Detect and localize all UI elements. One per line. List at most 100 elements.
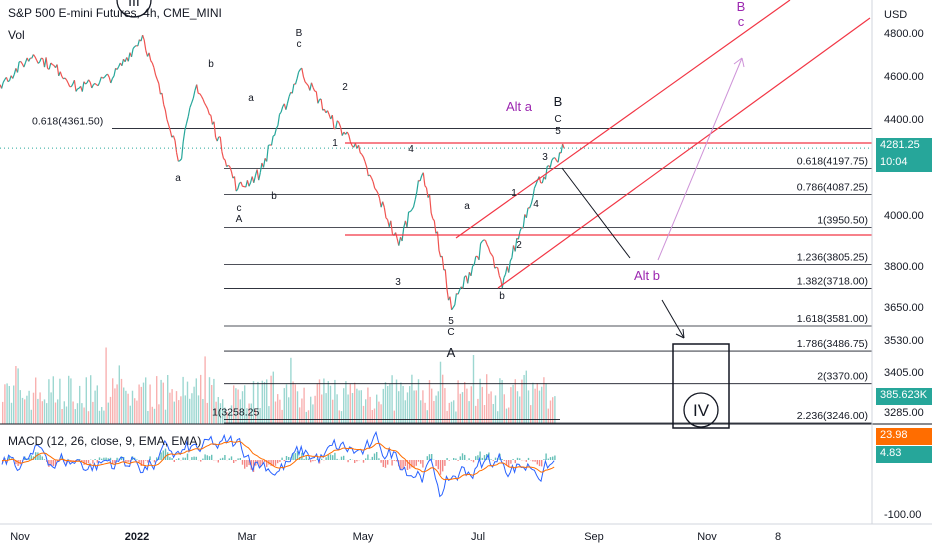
wave-label: A: [236, 214, 243, 225]
macd-histogram-bar: [372, 457, 373, 460]
price-segment: [487, 245, 489, 248]
macd-histogram-bar: [202, 459, 203, 460]
macd-histogram-bar: [312, 460, 313, 461]
volume-bar: [9, 386, 10, 424]
volume-bar: [174, 402, 175, 424]
wave-label: 4: [533, 199, 539, 210]
macd-histogram-bar: [308, 459, 309, 461]
wave-label: IV: [693, 401, 710, 420]
macd-histogram-bar: [550, 457, 551, 460]
volume-bar: [57, 399, 58, 424]
volume-bar: [189, 399, 190, 424]
macd-histogram-bar: [435, 460, 436, 466]
macd-histogram-bar: [402, 460, 403, 469]
y-tick-label: 3405.00: [884, 367, 924, 379]
volume-bar: [101, 407, 102, 424]
fib-levels: 0.618(4361.50)0.618(4197.75)0.786(4087.2…: [32, 115, 872, 423]
macd-histogram-bar: [532, 460, 533, 462]
channel-upper-line: [456, 0, 790, 238]
macd-histogram-bar: [240, 458, 241, 460]
volume-bar: [4, 384, 5, 424]
macd-histogram-bar: [416, 460, 417, 466]
macd-histogram-bar: [420, 460, 421, 464]
macd-histogram-bar: [99, 457, 100, 460]
macd-histogram-bar: [112, 460, 113, 464]
macd-histogram-bar: [405, 460, 406, 466]
volume-label[interactable]: Vol: [8, 28, 25, 42]
price-segment: [260, 163, 262, 173]
volume-bar: [266, 379, 267, 424]
volume-bar: [75, 409, 76, 424]
price-segment: [509, 261, 511, 273]
price-segment: [492, 255, 494, 257]
volume-bar: [2, 402, 3, 424]
fib-level-label: 2.236(3246.00): [797, 410, 868, 422]
wave-label: 4: [408, 144, 414, 155]
price-segment: [6, 77, 8, 81]
macd-histogram-bar: [539, 460, 540, 466]
volume-bar: [290, 358, 291, 424]
volume-bar: [138, 385, 139, 425]
macd-histogram-bar: [444, 460, 445, 466]
macd-histogram-bar: [275, 460, 276, 466]
volume-bar: [424, 403, 425, 424]
volume-bar: [339, 410, 340, 424]
macd-histogram-bar: [429, 454, 430, 460]
volume-bar: [501, 380, 502, 424]
price-segment: [399, 237, 401, 246]
macd-histogram-bar: [288, 457, 289, 460]
x-tick-label: 2022: [125, 531, 149, 543]
price-segment: [414, 200, 416, 207]
macd-histogram-bar: [279, 460, 280, 462]
y-tick-label: 3285.00: [884, 407, 924, 419]
macd-histogram-bar: [303, 459, 304, 460]
arrow-to-target: [662, 300, 684, 338]
macd-histogram-bar: [453, 458, 454, 460]
macd-histogram-bar: [182, 458, 183, 461]
price-segment: [305, 82, 307, 84]
price-segment: [182, 142, 184, 159]
macd-histogram-bar: [321, 459, 322, 460]
price-segment: [463, 277, 465, 289]
volume-bar: [145, 377, 146, 424]
price-segment: [415, 192, 417, 200]
macd-histogram-bar: [187, 454, 188, 460]
price-segment: [321, 99, 323, 110]
price-segment: [165, 110, 167, 119]
price-segment: [558, 153, 560, 163]
volume-bar: [429, 380, 430, 424]
price-segment: [272, 136, 274, 145]
volume-bar: [88, 411, 89, 424]
volume-bar: [418, 379, 419, 424]
macd-label[interactable]: MACD (12, 26, close, 9, EMA, EMA): [8, 434, 201, 448]
macd-histogram-bar: [473, 460, 474, 462]
volume-bar: [413, 391, 414, 425]
price-segment: [297, 72, 299, 78]
volume-bar: [521, 380, 522, 424]
price-segment: [359, 145, 361, 153]
price-segment: [205, 103, 207, 106]
price-segment: [38, 62, 40, 64]
price-segment: [552, 158, 554, 160]
volume-bar: [77, 403, 78, 424]
volume-bar: [537, 383, 538, 424]
price-segment: [412, 207, 414, 210]
volume-bar: [453, 400, 454, 424]
macd-histogram-bar: [526, 460, 527, 462]
macd-histogram-bar: [495, 458, 496, 460]
price-segment: [41, 58, 43, 59]
macd-histogram-bar: [350, 459, 351, 460]
macd-histogram-bar: [438, 460, 439, 469]
macd-histogram-bar: [418, 460, 419, 462]
price-segment: [278, 114, 280, 125]
price-segment: [430, 195, 432, 213]
symbol-title[interactable]: S&P 500 E-mini Futures, 4h, CME_MINI: [8, 6, 222, 20]
volume-bar: [416, 390, 417, 424]
macd-histogram-bar: [510, 460, 511, 464]
macd-histogram-bar: [460, 456, 461, 460]
volume-bar: [548, 409, 549, 424]
volume-bar: [506, 409, 507, 424]
macd-histogram-bar: [501, 459, 502, 460]
